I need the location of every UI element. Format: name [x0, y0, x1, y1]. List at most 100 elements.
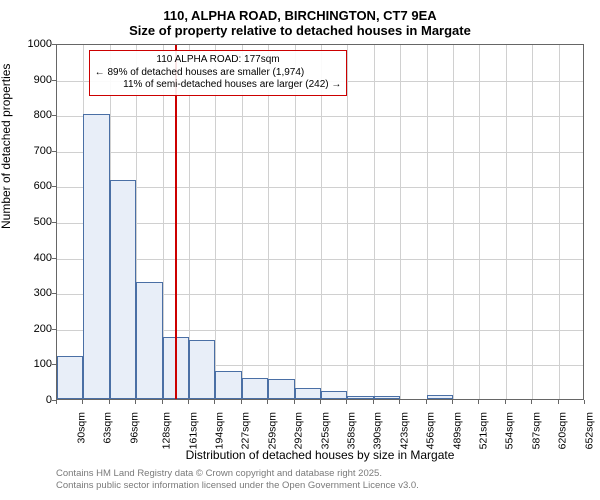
- x-tick-label: 161sqm: [187, 412, 199, 449]
- y-tick-mark: [52, 364, 56, 365]
- histogram-bar: [347, 396, 373, 399]
- grid-line-v: [347, 45, 348, 399]
- histogram-bar: [427, 395, 453, 399]
- x-tick-mark: [426, 400, 427, 404]
- y-tick-mark: [52, 222, 56, 223]
- histogram-bar: [268, 379, 294, 399]
- grid-line-v: [427, 45, 428, 399]
- x-axis-label: Distribution of detached houses by size …: [56, 448, 584, 462]
- x-tick-label: 96sqm: [128, 412, 140, 444]
- chart-title-line2: Size of property relative to detached ho…: [0, 23, 600, 38]
- x-tick-label: 358sqm: [345, 412, 357, 449]
- y-tick-label: 400: [12, 252, 52, 264]
- y-tick-label: 900: [12, 74, 52, 86]
- y-tick-mark: [52, 258, 56, 259]
- x-tick-mark: [162, 400, 163, 404]
- histogram-bar: [83, 114, 109, 399]
- footer-line2: Contains public sector information licen…: [56, 480, 419, 492]
- x-tick-label: 30sqm: [76, 412, 88, 444]
- histogram-bar: [242, 378, 268, 399]
- grid-line-v: [268, 45, 269, 399]
- y-tick-label: 1000: [12, 38, 52, 50]
- grid-line-v: [295, 45, 296, 399]
- x-tick-label: 63sqm: [102, 412, 114, 444]
- x-tick-label: 652sqm: [583, 412, 595, 449]
- x-tick-label: 292sqm: [293, 412, 305, 449]
- y-tick-label: 300: [12, 287, 52, 299]
- x-tick-mark: [56, 400, 57, 404]
- footer-line1: Contains HM Land Registry data © Crown c…: [56, 468, 419, 480]
- x-tick-mark: [188, 400, 189, 404]
- grid-line-v: [215, 45, 216, 399]
- annotation-box: 110 ALPHA ROAD: 177sqm← 89% of detached …: [89, 50, 348, 96]
- y-tick-label: 600: [12, 180, 52, 192]
- x-tick-mark: [267, 400, 268, 404]
- x-tick-mark: [558, 400, 559, 404]
- x-tick-label: 194sqm: [213, 412, 225, 449]
- annotation-title: 110 ALPHA ROAD: 177sqm: [95, 54, 342, 67]
- grid-line-v: [479, 45, 480, 399]
- x-tick-label: 227sqm: [240, 412, 252, 449]
- x-tick-label: 390sqm: [372, 412, 384, 449]
- x-tick-mark: [505, 400, 506, 404]
- chart-container: 110, ALPHA ROAD, BIRCHINGTON, CT7 9EA Si…: [0, 8, 600, 40]
- y-tick-label: 700: [12, 145, 52, 157]
- x-tick-label: 423sqm: [398, 412, 410, 449]
- annotation-larger: 11% of semi-detached houses are larger (…: [95, 79, 342, 92]
- histogram-bar: [110, 180, 136, 399]
- x-tick-mark: [584, 400, 585, 404]
- y-tick-mark: [52, 329, 56, 330]
- grid-line-v: [559, 45, 560, 399]
- x-tick-mark: [135, 400, 136, 404]
- grid-line-v: [400, 45, 401, 399]
- x-tick-label: 489sqm: [451, 412, 463, 449]
- grid-line-v: [242, 45, 243, 399]
- x-tick-mark: [452, 400, 453, 404]
- x-tick-label: 620sqm: [557, 412, 569, 449]
- x-tick-label: 587sqm: [530, 412, 542, 449]
- x-tick-mark: [214, 400, 215, 404]
- x-tick-mark: [399, 400, 400, 404]
- y-tick-mark: [52, 44, 56, 45]
- property-marker-line: [175, 45, 177, 399]
- x-tick-label: 521sqm: [477, 412, 489, 449]
- histogram-bar: [295, 388, 321, 399]
- x-tick-mark: [320, 400, 321, 404]
- x-tick-label: 325sqm: [319, 412, 331, 449]
- x-tick-mark: [346, 400, 347, 404]
- grid-line-v: [506, 45, 507, 399]
- x-tick-mark: [294, 400, 295, 404]
- y-tick-mark: [52, 115, 56, 116]
- grid-line-v: [321, 45, 322, 399]
- grid-line-v: [374, 45, 375, 399]
- chart-title-line1: 110, ALPHA ROAD, BIRCHINGTON, CT7 9EA: [0, 8, 600, 23]
- grid-line-v: [453, 45, 454, 399]
- annotation-smaller: ← 89% of detached houses are smaller (1,…: [95, 67, 342, 80]
- plot-area: 110 ALPHA ROAD: 177sqm← 89% of detached …: [56, 44, 584, 400]
- y-tick-mark: [52, 80, 56, 81]
- grid-line-v: [532, 45, 533, 399]
- histogram-bar: [57, 356, 83, 399]
- y-tick-mark: [52, 151, 56, 152]
- x-tick-mark: [241, 400, 242, 404]
- y-tick-label: 100: [12, 358, 52, 370]
- x-tick-mark: [531, 400, 532, 404]
- x-tick-mark: [82, 400, 83, 404]
- x-tick-label: 554sqm: [504, 412, 516, 449]
- y-tick-mark: [52, 186, 56, 187]
- histogram-bar: [215, 371, 241, 399]
- y-tick-label: 800: [12, 109, 52, 121]
- y-tick-label: 0: [12, 394, 52, 406]
- x-tick-mark: [478, 400, 479, 404]
- footer-attribution: Contains HM Land Registry data © Crown c…: [56, 468, 419, 492]
- x-tick-mark: [109, 400, 110, 404]
- histogram-bar: [189, 340, 215, 399]
- histogram-bar: [374, 396, 400, 399]
- x-tick-mark: [373, 400, 374, 404]
- y-tick-label: 200: [12, 323, 52, 335]
- histogram-bar: [136, 282, 162, 399]
- histogram-bar: [321, 391, 347, 399]
- x-tick-label: 128sqm: [161, 412, 173, 449]
- x-tick-label: 456sqm: [425, 412, 437, 449]
- y-tick-mark: [52, 293, 56, 294]
